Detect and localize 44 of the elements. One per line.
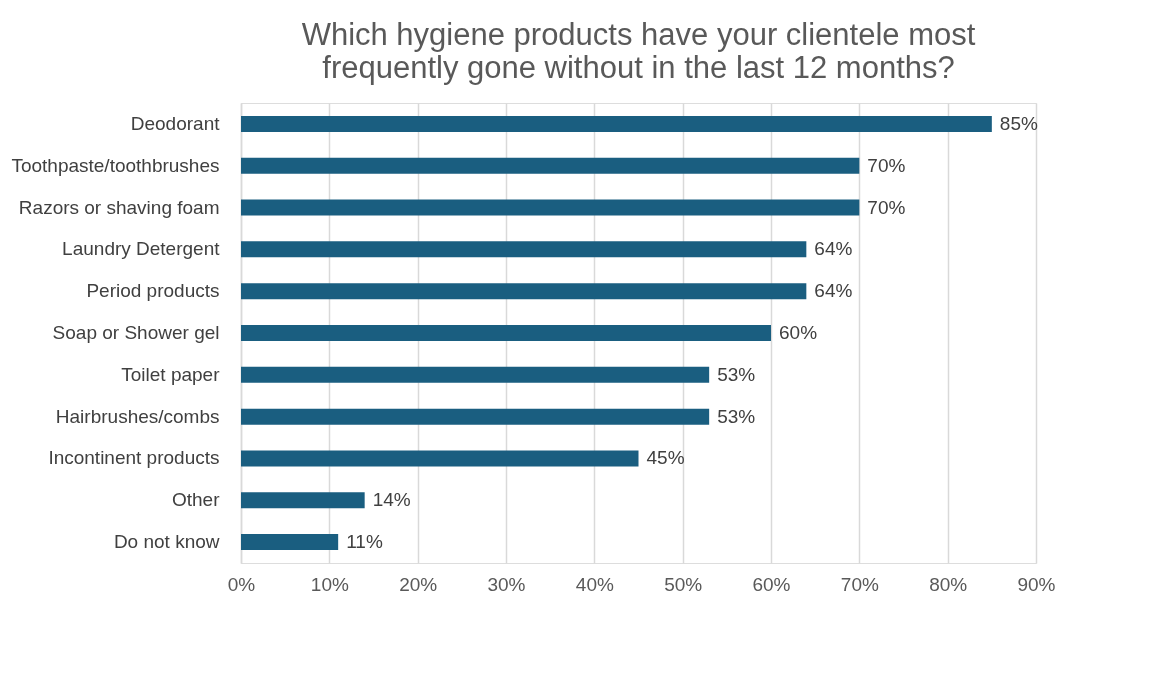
- data-label: 45%: [646, 447, 685, 469]
- y-tick-label: Laundry Detergent: [62, 238, 221, 260]
- bar: [241, 408, 710, 425]
- y-tick-label: Period products: [86, 280, 220, 302]
- data-label: 11%: [346, 531, 383, 553]
- bar: [241, 450, 639, 467]
- x-tick-label: 0%: [227, 573, 256, 595]
- x-tick-label: 10%: [310, 573, 349, 595]
- y-tick-label: Toothpaste/toothbrushes: [11, 154, 220, 176]
- x-tick-label: 40%: [575, 573, 614, 595]
- data-label: 64%: [814, 238, 853, 260]
- data-label: 14%: [372, 489, 411, 511]
- bar: [241, 325, 771, 341]
- bar: [241, 492, 365, 509]
- data-label: 53%: [717, 363, 756, 385]
- bar: [241, 366, 710, 383]
- y-tick-label: Incontinent products: [48, 447, 220, 469]
- data-label: 85%: [999, 112, 1038, 134]
- data-label: 64%: [814, 280, 853, 302]
- x-tick-label: 90%: [1017, 573, 1056, 595]
- x-tick-label: 70%: [840, 573, 879, 595]
- y-tick-label: Deodorant: [130, 112, 221, 134]
- x-tick-label: 50%: [664, 573, 703, 595]
- data-label: 70%: [867, 196, 906, 218]
- bar: [241, 534, 339, 551]
- x-tick-label: 80%: [929, 573, 968, 595]
- x-tick-label: 30%: [487, 573, 526, 595]
- bar: [241, 157, 860, 174]
- text: Which hygiene products have your clientele most: [301, 17, 976, 52]
- data-label: 53%: [717, 405, 756, 427]
- y-tick-label: Toilet paper: [121, 363, 221, 385]
- data-label: 60%: [779, 322, 818, 343]
- y-tick-label: Hairbrushes/combs: [55, 405, 220, 427]
- y-tick-label: Other: [171, 489, 221, 511]
- bar: [241, 115, 992, 132]
- x-tick-label: 60%: [752, 573, 791, 595]
- y-tick-label: Do not know: [113, 531, 220, 553]
- bar: [241, 199, 860, 216]
- y-tick-label: Razors or shaving foam: [18, 196, 220, 218]
- y-tick-label: Soap or Shower gel: [52, 322, 220, 343]
- x-tick-label: 20%: [399, 573, 438, 595]
- bar: [241, 241, 807, 258]
- bar: [241, 283, 807, 300]
- data-label: 70%: [867, 154, 906, 176]
